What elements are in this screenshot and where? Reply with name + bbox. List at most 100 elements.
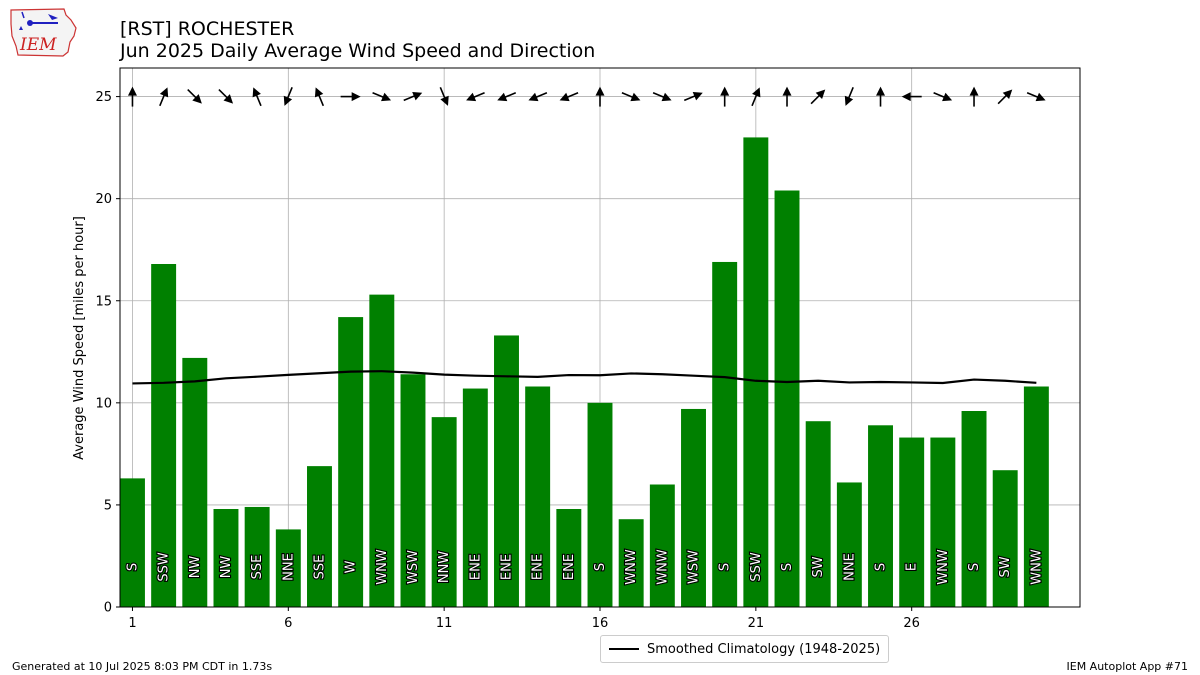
- wind-arrow-head: [876, 86, 886, 96]
- wind-arrow-head: [901, 92, 911, 102]
- direction-label: WNW: [936, 549, 951, 585]
- bar: [587, 402, 613, 607]
- wind-arrow-head: [252, 87, 261, 98]
- wind-arrow: [127, 86, 137, 107]
- wind-arrow: [969, 86, 979, 107]
- y-tick-label: 5: [104, 498, 112, 513]
- wind-arrow-head: [720, 86, 730, 96]
- bar: [338, 317, 364, 607]
- direction-label: WNW: [624, 549, 639, 585]
- wind-arrow: [372, 92, 392, 102]
- wind-arrow: [901, 92, 922, 102]
- wind-arrow: [466, 92, 485, 102]
- wind-arrow-head: [127, 86, 137, 96]
- chart-subtitle: Jun 2025 Daily Average Wind Speed and Di…: [120, 40, 596, 62]
- wind-arrow: [439, 87, 449, 106]
- wind-arrow-head: [159, 87, 169, 98]
- y-tick-label: 10: [95, 396, 112, 411]
- direction-label: ENE: [562, 554, 577, 580]
- footer-generated-text: Generated at 10 Jul 2025 8:03 PM CDT in …: [12, 660, 273, 673]
- bar: [649, 484, 675, 607]
- wind-arrow-head: [351, 92, 361, 102]
- wind-arrow: [340, 92, 361, 102]
- y-axis-label: Average Wind Speed [miles per hour]: [72, 216, 87, 460]
- bar: [899, 437, 925, 607]
- wind-arrow: [218, 88, 234, 104]
- wind-arrow-head: [1035, 92, 1046, 102]
- direction-label: W: [344, 560, 359, 573]
- direction-label: ENE: [499, 554, 514, 580]
- bar: [774, 190, 800, 607]
- bar: [462, 388, 488, 607]
- direction-label: E: [905, 563, 920, 571]
- wind-arrow: [876, 86, 886, 107]
- x-tick-label: 16: [592, 616, 609, 631]
- direction-label: NW: [219, 556, 234, 579]
- direction-label: WNW: [1029, 549, 1044, 585]
- wind-arrow: [252, 87, 262, 107]
- direction-label: WSW: [687, 550, 702, 584]
- wind-arrow: [751, 87, 761, 107]
- legend: Smoothed Climatology (1948-2025): [600, 635, 890, 663]
- bar: [525, 386, 551, 607]
- wind-arrow-head: [815, 89, 826, 100]
- x-tick-label: 6: [284, 616, 292, 631]
- wind-arrow: [720, 86, 730, 107]
- x-tick-label: 1: [128, 616, 136, 631]
- direction-label: SSW: [157, 552, 172, 582]
- bar: [213, 509, 239, 607]
- footer-app-text: IEM Autoplot App #71: [1066, 660, 1189, 673]
- y-tick-label: 25: [95, 90, 112, 105]
- legend-line-swatch: [609, 648, 639, 650]
- wind-arrow: [497, 92, 517, 102]
- direction-label: S: [874, 563, 889, 571]
- iowa-map-icon: IEM: [10, 8, 77, 57]
- direction-label: S: [125, 563, 140, 571]
- wind-arrow-head: [661, 92, 672, 102]
- climatology-line: [132, 370, 1037, 385]
- wind-arrow: [595, 86, 605, 107]
- bar: [836, 482, 862, 607]
- svg-text:IEM: IEM: [19, 35, 57, 55]
- wind-arrow-head: [497, 92, 508, 102]
- bar: [369, 294, 395, 607]
- x-tick-label: 21: [748, 616, 765, 631]
- wind-arrow: [621, 92, 641, 102]
- wind-arrow: [782, 86, 792, 107]
- wind-arrow-head: [630, 92, 641, 102]
- wind-arrows: [127, 86, 1046, 107]
- direction-label: NW: [188, 556, 203, 579]
- direction-label: S: [718, 563, 733, 571]
- wind-arrow-head: [192, 94, 202, 104]
- bar: [182, 357, 208, 607]
- bar: [307, 466, 332, 607]
- legend-label: Smoothed Climatology (1948-2025): [647, 641, 881, 657]
- wind-arrow-head: [969, 86, 979, 96]
- wind-arrow: [187, 88, 202, 104]
- bar: [244, 506, 270, 607]
- wind-arrow-head: [844, 95, 854, 106]
- wind-arrow: [283, 87, 293, 106]
- wind-arrow: [403, 92, 423, 102]
- direction-labels: S SSW NW NW SSE NNE SSE W WNW WSW NNW ENE ENE ENE ENE S…: [124, 548, 1045, 586]
- climatology-line-group: [132, 370, 1037, 385]
- wind-arrow: [810, 89, 826, 105]
- wind-arrow: [652, 92, 672, 102]
- wind-arrow-head: [223, 94, 234, 104]
- direction-label: WSW: [406, 550, 421, 584]
- bar: [681, 408, 706, 607]
- bar: [275, 529, 301, 607]
- direction-label: NNE: [842, 553, 857, 581]
- wind-arrow-head: [942, 92, 953, 102]
- wind-arrow: [159, 87, 169, 107]
- wind-arrow: [844, 87, 854, 106]
- bar: [805, 421, 831, 607]
- wind-arrow-head: [782, 86, 792, 96]
- wind-arrow-head: [466, 92, 477, 102]
- bar: [961, 411, 987, 607]
- wind-arrow-head: [595, 86, 605, 96]
- direction-label: WNW: [655, 549, 670, 585]
- bars: [120, 137, 1049, 607]
- bar: [400, 374, 426, 607]
